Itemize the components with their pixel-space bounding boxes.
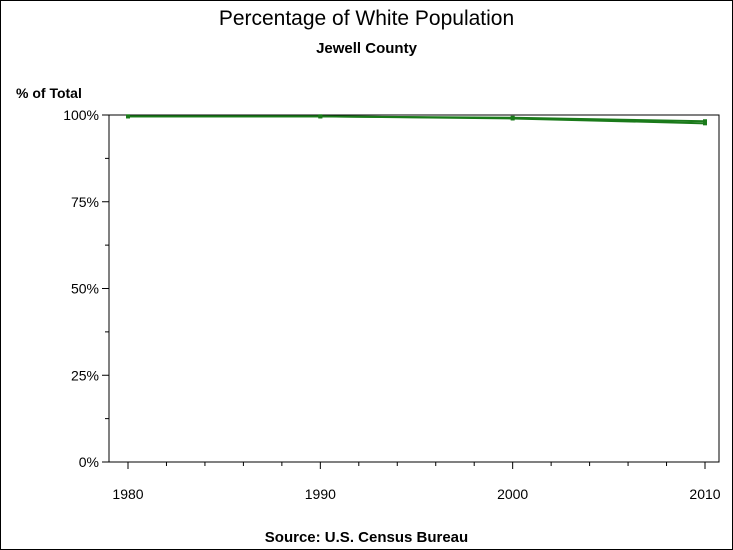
data-point: [703, 121, 707, 126]
y-tick-label: 25%: [71, 367, 99, 383]
data-point: [703, 119, 707, 124]
y-axis-ticks: 0% 25% 50% 75% 100%: [63, 107, 109, 470]
x-tick-label: 1990: [305, 486, 336, 502]
series-line-2: [128, 115, 706, 123]
data-point: [126, 114, 130, 119]
y-axis-label: % of Total: [16, 85, 82, 101]
y-tick-label: 100%: [63, 107, 99, 123]
x-axis-ticks: 1980 1990 2000 2010: [112, 462, 721, 502]
chart-subtitle: Jewell County: [316, 40, 417, 57]
y-tick-label: 75%: [71, 194, 99, 210]
data-point: [318, 114, 323, 119]
x-tick-label: 2000: [497, 486, 528, 502]
x-tick-label: 2010: [689, 486, 720, 502]
x-tick-label: 1980: [112, 486, 143, 502]
chart-title: Percentage of White Population: [218, 7, 515, 30]
plot-border: [108, 114, 720, 463]
series-layer: [126, 114, 707, 126]
data-point: [510, 115, 515, 120]
y-tick-label: 50%: [71, 281, 99, 297]
source-note: Source: U.S. Census Bureau: [264, 529, 469, 546]
y-tick-label: 0%: [79, 454, 99, 470]
